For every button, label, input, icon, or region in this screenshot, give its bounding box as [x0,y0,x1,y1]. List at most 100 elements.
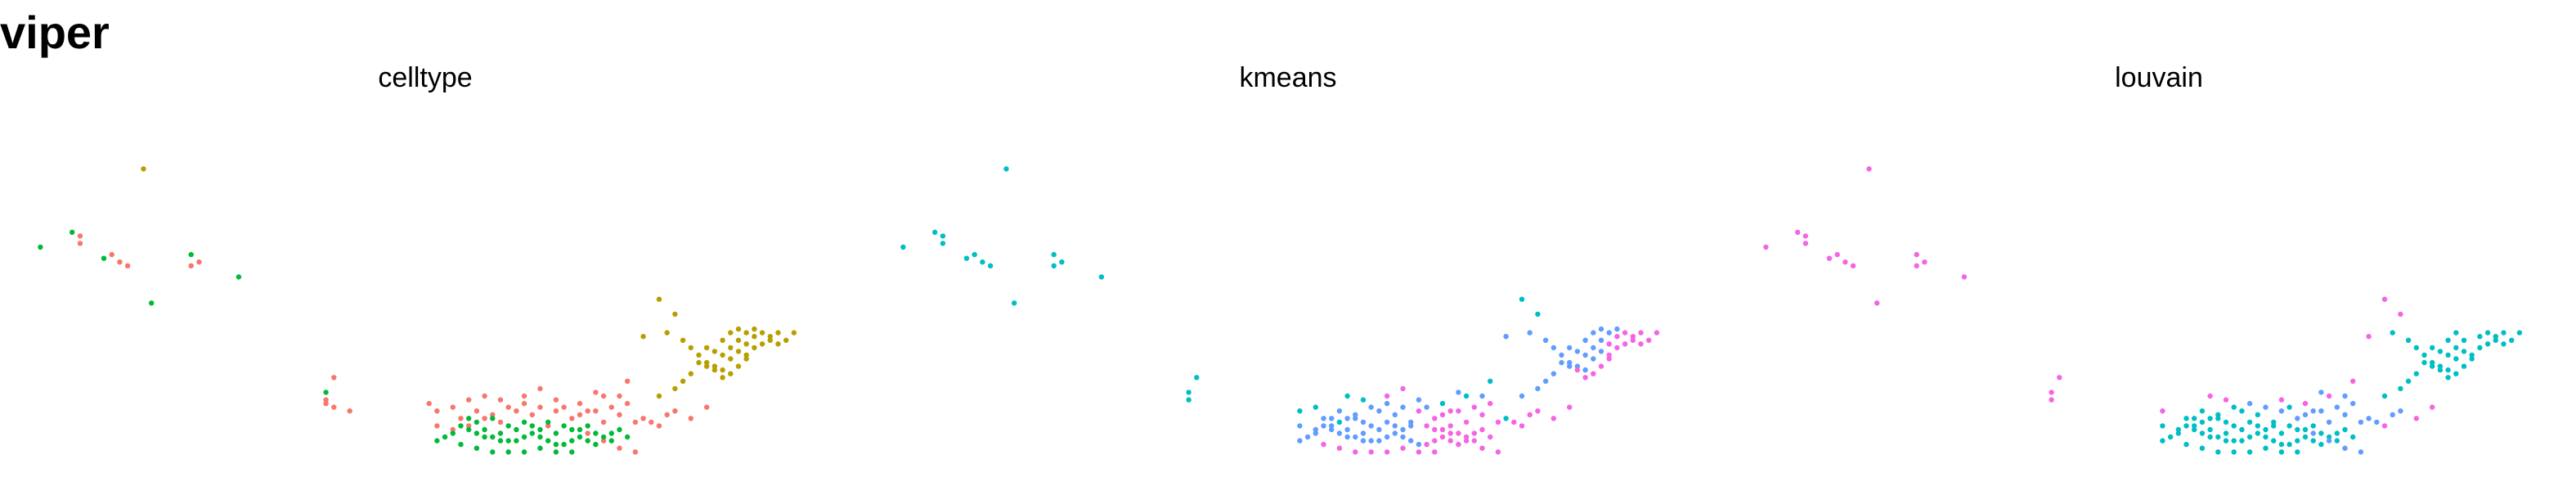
scatter-point [577,412,583,417]
scatter-point [1408,423,1414,429]
scatter-point [1344,393,1350,399]
scatter-point [2484,341,2491,347]
scatter-point [688,416,693,421]
scatter-point [1432,438,1438,444]
scatter-point [640,416,646,421]
scatter-point [450,426,456,433]
scatter-point [458,416,464,421]
scatter-point [1186,390,1192,395]
scatter-point [1614,345,1620,351]
scatter-point [2469,356,2475,362]
scatter-point [450,430,456,436]
scatter-point [1392,412,1398,417]
series-2 [2246,390,2403,455]
scatter-point [1519,393,1525,399]
scatter-point [1488,378,1493,384]
scatter-point [1447,438,1453,444]
scatter-point [490,449,496,455]
scatter-point [1456,408,1461,414]
scatter-point [608,430,614,436]
scatter-point [617,426,622,433]
scatter-point [1914,251,1919,258]
scatter-point [497,438,504,444]
scatter-point [2295,426,2300,433]
scatter-point [1384,400,1390,407]
scatter-point [743,330,749,336]
scatter-point [1384,393,1390,399]
scatter-point [1574,349,1581,354]
scatter-point [1360,430,1367,436]
scatter-point [188,263,194,268]
scatter-point [696,352,702,358]
scatter-point [1424,404,1429,410]
scatter-point [1866,166,1872,172]
scatter-point [2223,397,2229,403]
scatter-point [617,393,622,399]
scatter-point [2342,426,2348,433]
scatter-point [1551,345,1557,351]
scatter-point [482,434,487,440]
scatter-point [561,423,567,429]
scatter-point [1336,419,1343,426]
scatter-point [1598,326,1604,332]
scatter-point [2263,434,2269,440]
scatter-point [2413,345,2419,351]
scatter-point [577,434,583,440]
scatter-point [680,378,686,384]
scatter-point [2310,408,2316,414]
scatter-point [2501,341,2506,347]
scatter-point [593,390,599,395]
scatter-point [2160,423,2165,429]
scatter-point [672,311,678,318]
scatter-point [490,412,496,417]
scatter-point [2183,441,2189,448]
scatter-point [1567,359,1573,366]
scatter-point [2049,397,2054,403]
scatter-point [720,375,725,381]
scatter-point [2366,334,2372,340]
scatter-point [759,341,765,347]
scatter-point [529,412,535,417]
scatter-point [2477,345,2483,351]
scatter-point [2342,393,2348,399]
scatter-point [1574,363,1581,369]
scatter-point [1416,441,1422,448]
scatter-point [2398,311,2403,318]
scatter-point [1463,434,1470,440]
scatter-point [561,441,567,448]
scatter-point [2484,330,2491,336]
scatter-point [323,390,329,395]
scatter-point [2318,430,2324,436]
scatter-point [1542,378,1549,384]
scatter-point [2430,404,2435,410]
scatter-point [688,345,693,351]
scatter-point [2366,416,2372,421]
scatter-point [521,419,527,426]
scatter-point [1598,363,1604,369]
scatter-point [2381,296,2388,302]
scatter-point [1582,337,1588,343]
scatter-point [783,337,789,343]
scatter-point [2493,334,2498,340]
scatter-point [1439,434,1446,440]
scatter-point [569,449,575,455]
scatter-point [1384,434,1390,440]
scatter-point [728,356,734,362]
scatter-point [648,419,654,426]
scatter-point [482,416,487,421]
scatter-point [1495,449,1501,455]
scatter-point [2350,400,2356,407]
scatter-point [1408,419,1414,426]
scatter-point [2246,400,2253,407]
scatter-point [2445,375,2451,381]
panel-title: kmeans [1239,62,1336,93]
scatter-point [1535,385,1541,392]
scatter-point [932,229,938,235]
scatter-point [1400,385,1406,392]
scatter-point [1329,423,1335,429]
scatter-point [1344,426,1350,433]
scatter-point [466,423,472,429]
scatter-point [1297,408,1303,414]
scatter-point [625,434,631,440]
